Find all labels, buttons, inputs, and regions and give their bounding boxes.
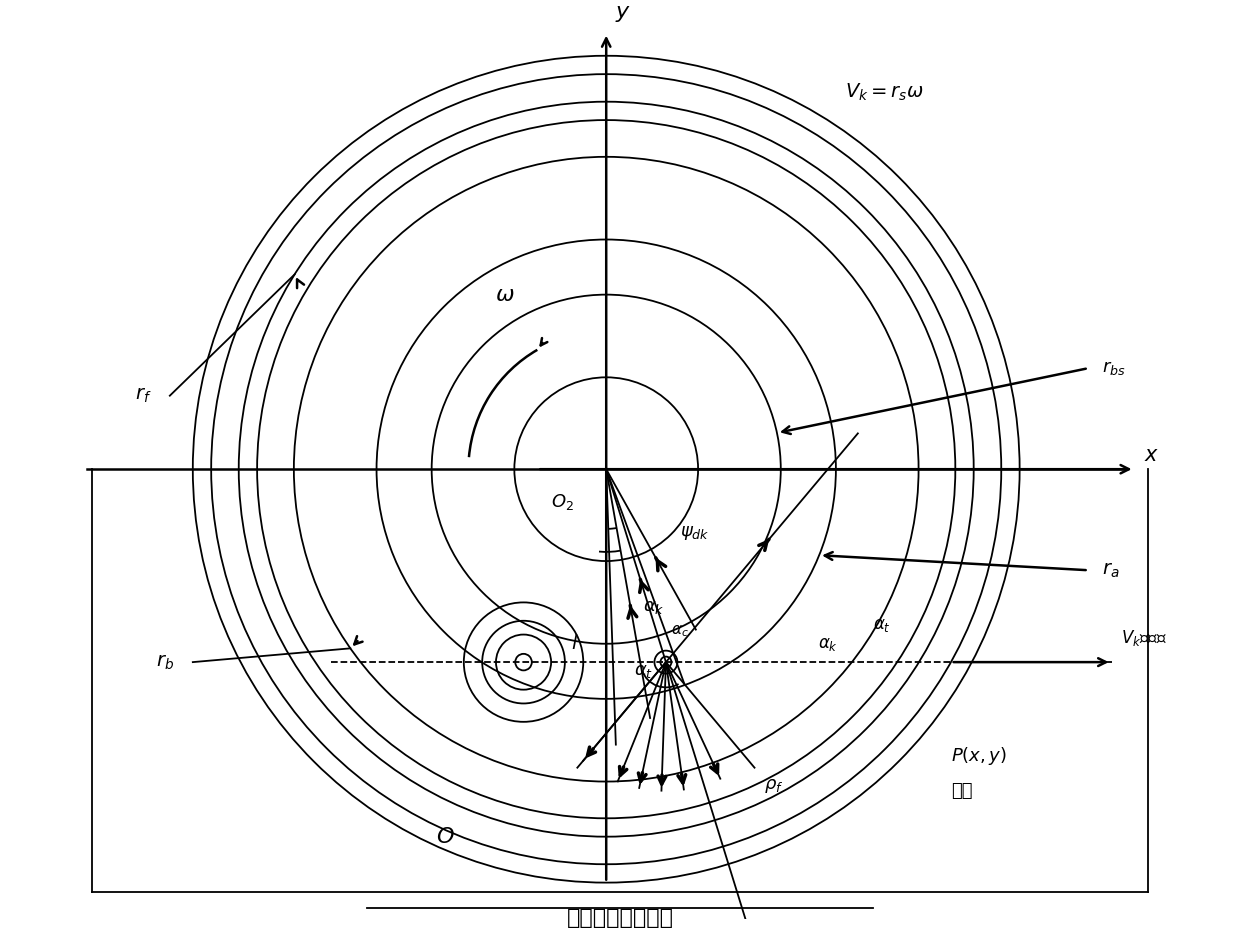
Text: $\alpha_t$: $\alpha_t$ <box>634 662 653 681</box>
Text: $\alpha_t$: $\alpha_t$ <box>873 616 890 634</box>
Text: 滚刀刀尖圆弧圆心: 滚刀刀尖圆弧圆心 <box>567 908 673 928</box>
Text: $\alpha_c$: $\alpha_c$ <box>671 624 688 640</box>
Text: $y$: $y$ <box>615 4 631 23</box>
Text: $r_f$: $r_f$ <box>135 386 151 405</box>
Text: $r_b$: $r_b$ <box>156 653 175 671</box>
Text: $P(x,y)$: $P(x,y)$ <box>951 745 1007 767</box>
Text: $r_a$: $r_a$ <box>1102 560 1120 580</box>
Text: $\alpha_k$: $\alpha_k$ <box>644 598 665 615</box>
Text: $\omega$: $\omega$ <box>495 285 515 304</box>
Text: $\psi_{dk}$: $\psi_{dk}$ <box>680 524 709 543</box>
Text: $O$: $O$ <box>436 827 455 846</box>
Text: $V_k=r_s\omega$: $V_k=r_s\omega$ <box>846 82 924 103</box>
Text: $V_k$发生线: $V_k$发生线 <box>1121 628 1167 648</box>
Text: $r_{bs}$: $r_{bs}$ <box>1102 359 1126 377</box>
Text: $O_2$: $O_2$ <box>551 492 574 512</box>
Text: $\alpha_k$: $\alpha_k$ <box>817 635 837 653</box>
Text: $l$: $l$ <box>572 634 579 654</box>
Text: $x$: $x$ <box>1143 445 1158 465</box>
Text: 切点: 切点 <box>951 781 972 800</box>
Text: $\rho_f$: $\rho_f$ <box>764 776 784 795</box>
